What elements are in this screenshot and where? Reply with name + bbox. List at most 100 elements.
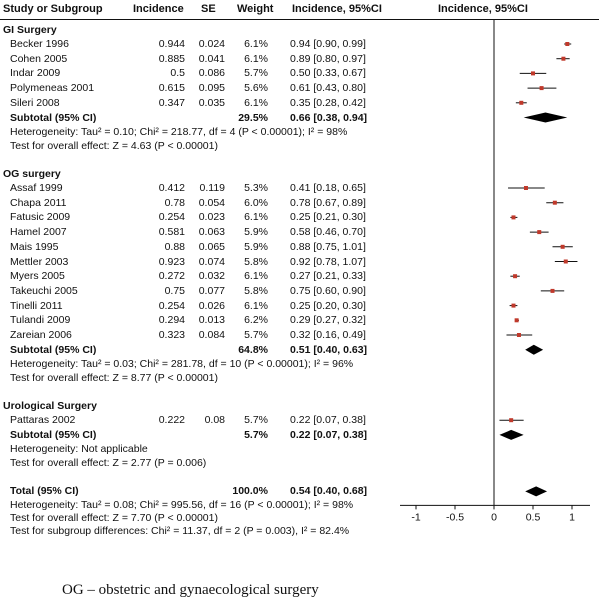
x-axis-tick-label: 0.5 [526, 511, 541, 523]
se-value: 0.074 [198, 255, 225, 268]
study-point [509, 418, 514, 423]
heterogeneity-text: Heterogeneity: Tau² = 0.03; Chi² = 281.7… [10, 358, 354, 371]
study-name: Tulandi 2009 [10, 314, 71, 327]
study-point [537, 230, 542, 235]
study-name: Myers 2005 [10, 270, 65, 283]
weight-value: 5.7% [244, 414, 268, 427]
overall-effect-text: Test for overall effect: Z = 8.77 (P < 0… [10, 372, 218, 385]
pooled-diamond [499, 429, 524, 440]
subtotal-label: Subtotal (95% CI) [10, 343, 97, 356]
ci-value: 0.89 [0.80, 0.97] [290, 52, 366, 65]
subtotal-ci: 0.51 [0.40, 0.63] [290, 343, 368, 356]
header-weight: Weight [237, 3, 274, 15]
ci-value: 0.78 [0.67, 0.89] [290, 196, 366, 209]
total-heterogeneity-text: Heterogeneity: Tau² = 0.08; Chi² = 995.5… [10, 499, 354, 512]
study-name: Indar 2009 [10, 67, 61, 80]
incidence-value: 0.78 [164, 196, 185, 209]
subtotal-weight: 29.5% [238, 111, 268, 124]
incidence-value: 0.347 [158, 96, 185, 109]
incidence-value: 0.923 [158, 255, 185, 268]
ci-value: 0.29 [0.27, 0.32] [290, 314, 366, 327]
study-point [552, 200, 557, 205]
study-point [513, 274, 518, 279]
subtotal-ci: 0.66 [0.38, 0.94] [290, 111, 368, 124]
study-name: Pattaras 2002 [10, 414, 76, 427]
study-name: Tinelli 2011 [10, 299, 63, 312]
pooled-diamond [523, 112, 568, 123]
study-name: Sileri 2008 [10, 96, 60, 109]
study-point [565, 42, 570, 46]
figure-caption: OG – obstetric and gynaecological surger… [62, 582, 319, 598]
se-value: 0.024 [198, 38, 225, 50]
incidence-value: 0.254 [158, 211, 185, 224]
subtotal-label: Subtotal (95% CI) [10, 428, 97, 441]
study-name: Mais 1995 [10, 240, 59, 253]
subgroup-differences-text: Test for subgroup differences: Chi² = 11… [10, 525, 350, 538]
study-name: Zareian 2006 [10, 329, 72, 341]
incidence-value: 0.272 [158, 270, 185, 283]
se-value: 0.013 [198, 314, 225, 327]
ci-value: 0.41 [0.18, 0.65] [290, 182, 366, 194]
study-name: Takeuchi 2005 [10, 284, 78, 297]
se-value: 0.023 [198, 211, 225, 224]
ci-value: 0.27 [0.21, 0.33] [290, 270, 366, 283]
study-name: Becker 1996 [10, 38, 69, 50]
group-title: Urological Surgery [3, 400, 97, 413]
total-weight: 100.0% [232, 485, 268, 498]
weight-value: 6.1% [244, 38, 268, 50]
study-name: Hamel 2007 [10, 226, 67, 239]
weight-value: 5.8% [244, 255, 268, 268]
incidence-value: 0.581 [158, 226, 185, 239]
se-value: 0.065 [198, 240, 225, 253]
header-plot: Incidence, 95%CI [438, 3, 528, 15]
study-name: Fatusic 2009 [10, 211, 71, 224]
se-value: 0.08 [204, 414, 225, 427]
heterogeneity-text: Heterogeneity: Tau² = 0.10; Chi² = 218.7… [10, 126, 348, 138]
study-name: Mettler 2003 [10, 255, 69, 268]
study-point [519, 100, 524, 105]
se-value: 0.084 [198, 329, 225, 341]
total-label: Total (95% CI) [10, 485, 79, 498]
incidence-value: 0.5 [170, 67, 185, 80]
ci-value: 0.50 [0.33, 0.67] [290, 67, 366, 80]
heterogeneity-text: Heterogeneity: Not applicable [10, 443, 148, 456]
pooled-diamond [525, 344, 544, 355]
weight-value: 5.9% [244, 240, 268, 253]
weight-value: 5.8% [244, 284, 268, 297]
weight-value: 5.9% [244, 226, 268, 239]
weight-value: 6.1% [244, 299, 268, 312]
study-point [563, 259, 568, 264]
study-point [531, 71, 535, 76]
ci-value: 0.35 [0.28, 0.42] [290, 96, 366, 109]
study-point [561, 56, 566, 61]
total-overall-effect-text: Test for overall effect: Z = 7.70 (P < 0… [10, 512, 218, 525]
weight-value: 5.7% [244, 329, 268, 341]
ci-value: 0.22 [0.07, 0.38] [290, 414, 366, 427]
subtotal-weight: 64.8% [238, 343, 268, 356]
incidence-value: 0.412 [158, 182, 185, 194]
incidence-value: 0.615 [158, 82, 185, 95]
pooled-diamond [525, 486, 548, 497]
incidence-value: 0.323 [158, 329, 185, 341]
header-study: Study or Subgroup [3, 3, 103, 15]
se-value: 0.119 [199, 182, 226, 194]
weight-value: 5.7% [244, 67, 268, 80]
subtotal-ci: 0.22 [0.07, 0.38] [290, 428, 368, 441]
study-point [550, 288, 555, 293]
x-axis-tick-label: -1 [411, 511, 420, 523]
ci-value: 0.32 [0.16, 0.49] [290, 329, 366, 341]
ci-value: 0.88 [0.75, 1.01] [290, 240, 366, 253]
group-title: GI Surgery [3, 24, 57, 36]
study-point [516, 333, 521, 337]
overall-effect-text: Test for overall effect: Z = 2.77 (P = 0… [10, 457, 207, 470]
x-axis-tick-label: 0 [491, 511, 497, 523]
ci-value: 0.25 [0.20, 0.30] [290, 299, 366, 312]
x-axis-tick-label: 1 [569, 511, 575, 523]
ci-value: 0.94 [0.90, 0.99] [290, 38, 366, 50]
weight-value: 6.1% [244, 52, 268, 65]
incidence-value: 0.88 [164, 240, 185, 253]
weight-value: 6.2% [244, 314, 268, 327]
study-point [560, 244, 565, 249]
study-name: Cohen 2005 [10, 52, 68, 65]
